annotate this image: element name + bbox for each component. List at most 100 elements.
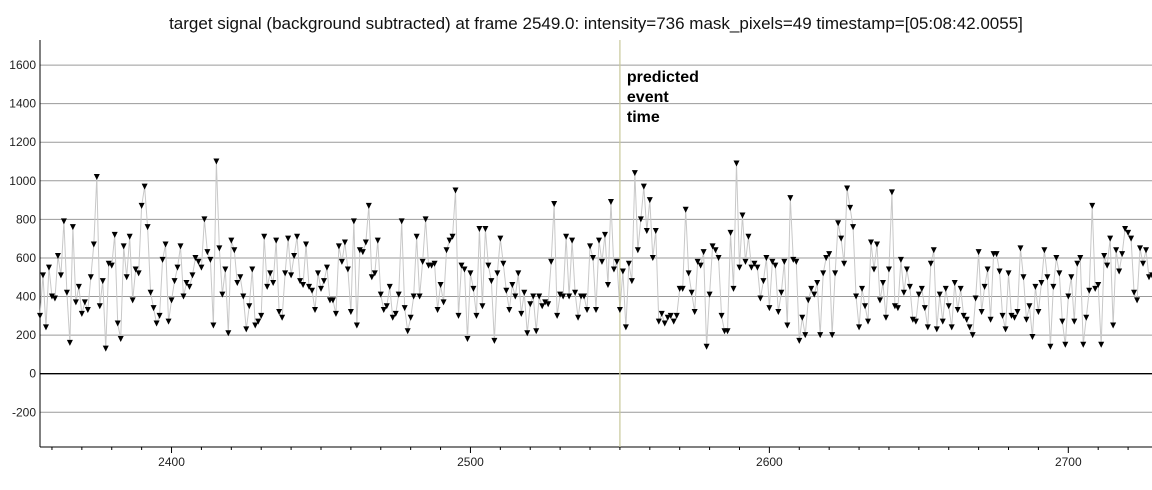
- data-point: [1143, 247, 1150, 254]
- y-tick-label: 1200: [9, 135, 36, 149]
- data-point: [353, 322, 360, 329]
- data-point: [105, 260, 112, 267]
- data-point: [93, 173, 100, 180]
- data-point: [258, 312, 265, 319]
- data-point: [805, 297, 812, 304]
- data-point: [294, 233, 301, 240]
- data-point: [87, 274, 94, 281]
- data-point: [536, 293, 543, 300]
- data-point: [437, 281, 444, 288]
- data-point: [123, 274, 130, 281]
- data-point: [978, 308, 985, 315]
- data-point: [835, 220, 842, 227]
- data-point: [395, 291, 402, 298]
- data-point: [981, 283, 988, 290]
- data-point: [891, 303, 898, 310]
- data-point: [1140, 260, 1147, 267]
- data-point: [1086, 287, 1093, 294]
- data-point: [593, 307, 599, 314]
- data-point: [924, 324, 931, 331]
- data-point: [497, 235, 504, 242]
- data-point: [341, 239, 348, 246]
- data-point: [171, 278, 178, 285]
- data-point: [1137, 245, 1144, 252]
- data-point: [640, 183, 647, 190]
- data-point: [144, 224, 151, 231]
- data-point: [542, 299, 549, 306]
- data-point: [45, 264, 52, 271]
- data-point: [554, 312, 561, 319]
- data-point: [871, 266, 877, 273]
- data-point: [808, 285, 815, 292]
- y-axis-tick-labels: -200 0 200 400 600 800 1000 1200 1400 1600: [9, 58, 36, 419]
- data-point: [126, 233, 133, 240]
- data-point: [948, 324, 955, 331]
- data-point: [1044, 274, 1051, 281]
- data-point: [897, 256, 904, 263]
- x-tick-label: 2500: [457, 455, 484, 469]
- data-point: [634, 247, 641, 254]
- data-point: [338, 258, 345, 265]
- data-point: [153, 320, 160, 327]
- data-point: [428, 262, 435, 269]
- x-tick-label: 2700: [1055, 455, 1082, 469]
- data-point: [48, 293, 55, 300]
- data-point: [691, 308, 698, 315]
- data-point: [1068, 274, 1075, 281]
- data-point: [162, 241, 169, 248]
- data-point: [264, 283, 271, 290]
- data-point: [389, 314, 396, 321]
- data-point: [467, 270, 474, 277]
- data-point: [234, 280, 241, 287]
- data-point: [575, 314, 582, 321]
- data-point: [312, 307, 319, 314]
- data-point: [60, 218, 67, 225]
- data-point: [679, 285, 686, 292]
- data-point: [900, 289, 907, 296]
- data-point: [195, 258, 202, 265]
- data-point: [993, 251, 1000, 258]
- data-point: [1110, 322, 1117, 329]
- data-point: [512, 293, 519, 300]
- data-point: [829, 332, 836, 339]
- data-point: [814, 280, 821, 287]
- data-point: [84, 307, 91, 314]
- data-point: [616, 307, 623, 314]
- data-point: [933, 326, 940, 333]
- data-point: [557, 291, 564, 298]
- data-point: [231, 247, 238, 254]
- data-point: [613, 258, 620, 265]
- data-point: [165, 318, 172, 325]
- data-point: [727, 229, 734, 236]
- data-point: [431, 260, 438, 267]
- data-point: [530, 293, 537, 300]
- data-point: [766, 305, 773, 312]
- data-point: [942, 285, 949, 292]
- data-point: [996, 268, 1003, 275]
- data-point: [329, 297, 336, 304]
- data-point: [643, 227, 650, 234]
- x-tick-label: 2400: [158, 455, 185, 469]
- data-point: [192, 254, 199, 261]
- data-point: [823, 254, 830, 261]
- data-point: [204, 249, 211, 256]
- data-point: [168, 297, 175, 304]
- data-point: [712, 247, 719, 254]
- data-point: [631, 170, 638, 177]
- data-point: [697, 262, 704, 269]
- data-point: [838, 235, 845, 242]
- data-point: [273, 237, 280, 244]
- data-point: [820, 270, 827, 277]
- data-point: [760, 278, 767, 285]
- data-point: [682, 206, 689, 213]
- data-point: [383, 303, 390, 310]
- data-point: [276, 308, 283, 315]
- data-point: [847, 204, 854, 211]
- data-point: [216, 245, 223, 252]
- data-point: [237, 274, 244, 281]
- data-point: [279, 314, 286, 321]
- data-point: [601, 231, 608, 238]
- data-point: [595, 237, 602, 244]
- data-point: [132, 266, 139, 273]
- data-point: [37, 312, 43, 319]
